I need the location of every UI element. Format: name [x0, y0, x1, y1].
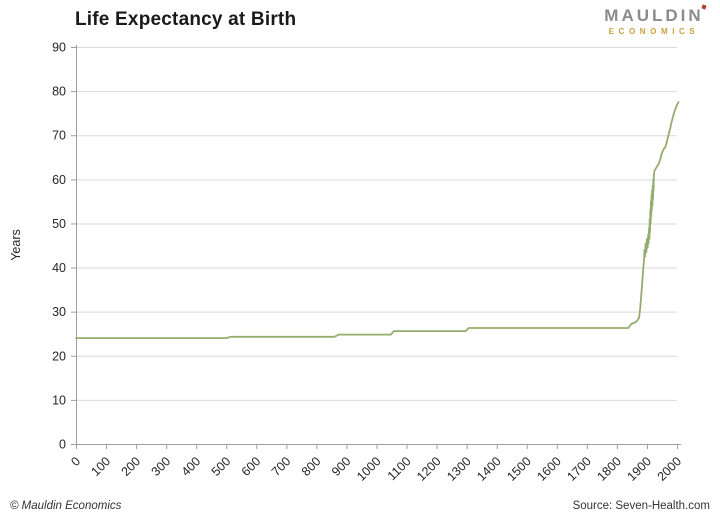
svg-text:0: 0 — [68, 454, 83, 469]
horizontal-gridlines — [76, 47, 677, 401]
svg-text:10: 10 — [52, 393, 66, 407]
svg-text:600: 600 — [239, 454, 264, 479]
tick-marks — [71, 47, 678, 449]
svg-text:400: 400 — [179, 454, 204, 479]
svg-text:90: 90 — [52, 41, 66, 55]
mauldin-economics-logo: MAULDIN ECONOMICS — [595, 4, 713, 36]
svg-text:1100: 1100 — [385, 454, 414, 483]
svg-text:1200: 1200 — [414, 454, 444, 484]
svg-text:1900: 1900 — [625, 454, 655, 484]
source-text: Source: Seven-Health.com — [572, 500, 710, 512]
svg-text:1300: 1300 — [444, 454, 474, 484]
svg-text:50: 50 — [52, 217, 66, 231]
x-tick-labels: 0 100 200 300 400 500 600 700 800 900 1000 1100 1200… — [68, 454, 684, 484]
svg-text:500: 500 — [209, 454, 234, 479]
logo-economics-text: ECONOMICS — [608, 27, 700, 36]
page-title: Life Expectancy at Birth — [75, 9, 297, 30]
life-expectancy-line-chart: 0 100 200 300 400 500 600 700 800 900 1000 1100 1200… — [52, 41, 684, 484]
svg-text:80: 80 — [52, 85, 66, 99]
svg-text:1000: 1000 — [354, 454, 384, 484]
svg-text:1700: 1700 — [564, 454, 594, 484]
series-line — [75, 101, 680, 340]
copyright-text: © Mauldin Economics — [10, 500, 122, 512]
y-tick-labels: 0 10 20 30 40 50 60 70 80 90 — [52, 41, 66, 452]
svg-text:900: 900 — [329, 454, 354, 479]
svg-text:800: 800 — [299, 454, 324, 479]
logo-mauldin-text: MAULDIN — [604, 4, 707, 25]
svg-text:70: 70 — [52, 129, 66, 143]
svg-text:0: 0 — [59, 438, 66, 452]
svg-text:40: 40 — [52, 261, 66, 275]
svg-text:60: 60 — [52, 173, 66, 187]
svg-text:700: 700 — [269, 454, 294, 479]
axes — [72, 45, 681, 449]
svg-text:1500: 1500 — [504, 454, 534, 484]
svg-text:30: 30 — [52, 305, 66, 319]
svg-text:300: 300 — [149, 454, 174, 479]
svg-text:2000: 2000 — [655, 454, 685, 484]
svg-text:20: 20 — [52, 349, 66, 363]
svg-text:1800: 1800 — [594, 454, 624, 484]
svg-text:100: 100 — [89, 454, 114, 479]
svg-text:1400: 1400 — [474, 454, 504, 484]
svg-text:200: 200 — [119, 454, 144, 479]
logo-mauldin-label: MAULDIN — [604, 6, 704, 25]
svg-text:1600: 1600 — [534, 454, 564, 484]
